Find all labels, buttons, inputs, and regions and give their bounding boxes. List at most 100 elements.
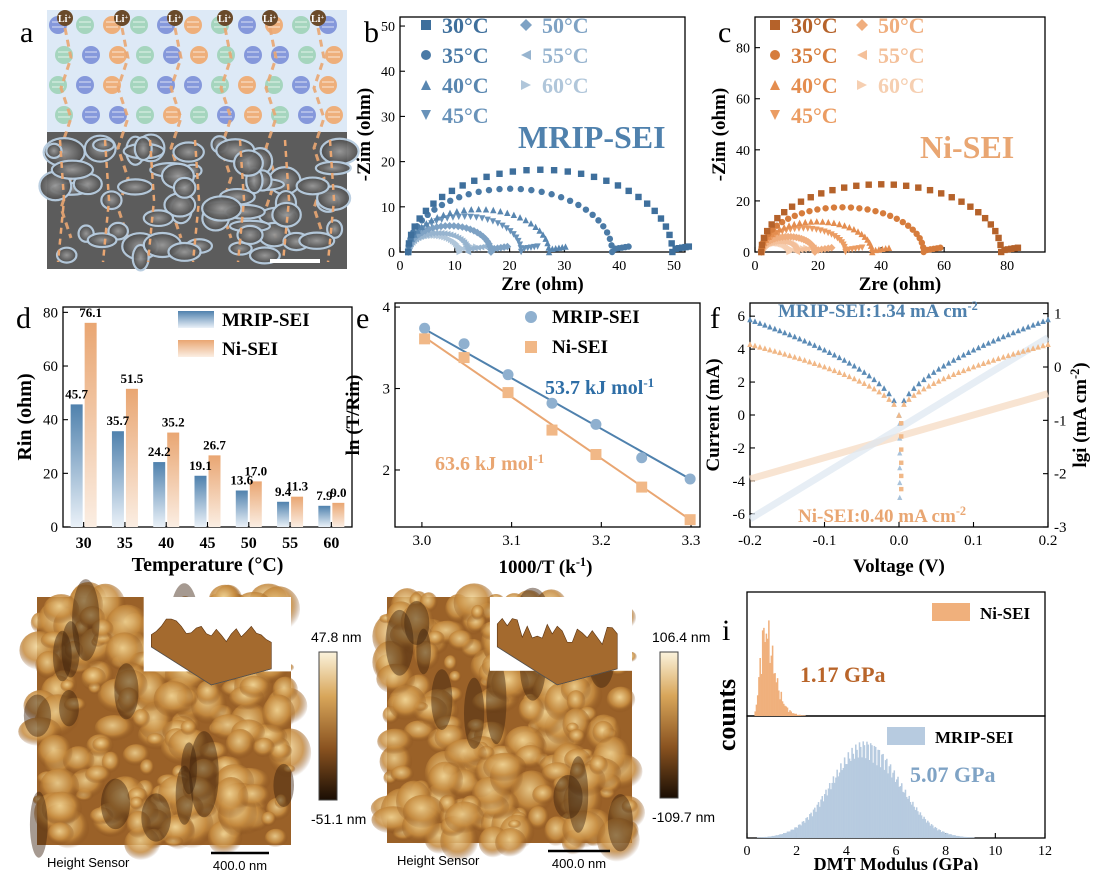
y-axis-label: -Zim (ohm) xyxy=(354,88,375,181)
data-point xyxy=(679,244,686,251)
panel-label-c: c xyxy=(718,16,731,49)
data-point xyxy=(682,243,689,251)
legend-swatch-ni xyxy=(932,603,970,621)
bar-value-label: 9.0 xyxy=(330,485,346,500)
tem-grain xyxy=(201,195,243,222)
data-point xyxy=(940,375,947,382)
afm-grain xyxy=(40,631,69,650)
data-point xyxy=(483,237,492,246)
hist-bar-mrip xyxy=(884,760,887,838)
x-tick-label: 35 xyxy=(117,535,133,552)
data-point xyxy=(459,245,467,252)
grain-boundary-path xyxy=(56,139,66,263)
data-point xyxy=(955,369,962,376)
data-point xyxy=(1040,342,1046,349)
plot-frame xyxy=(394,302,701,528)
data-point xyxy=(826,349,833,355)
li-ion xyxy=(114,10,130,26)
ion-sphere xyxy=(271,106,289,124)
hist-bar-mrip xyxy=(893,770,896,838)
hist-bar-mrip xyxy=(868,759,871,838)
hist-bar-mrip xyxy=(955,835,958,838)
hist-bar-mrip xyxy=(878,749,881,838)
legend-label: 40°C xyxy=(791,73,838,98)
data-point xyxy=(411,223,418,230)
hist-bar-mrip xyxy=(848,758,851,838)
hist-bar-mrip xyxy=(928,822,930,838)
bar-value-label: 9.4 xyxy=(275,484,292,499)
afm-grain xyxy=(426,630,445,646)
data-point xyxy=(666,231,673,239)
hist-bar-mrip xyxy=(831,782,833,838)
afm-grain xyxy=(621,799,638,814)
data-point xyxy=(788,203,796,210)
data-point xyxy=(842,248,849,256)
data-point xyxy=(791,225,798,233)
ion-sphere xyxy=(109,106,127,124)
hist-bar-mrip xyxy=(969,837,971,838)
hist-bar-mrip xyxy=(869,743,872,838)
data-point xyxy=(1000,353,1007,360)
series-30°C xyxy=(758,181,1022,256)
afm-valley xyxy=(607,794,633,852)
hist-bar-mrip xyxy=(956,835,959,838)
data-point xyxy=(539,231,547,238)
panel-f-tafel: -0.2 -0.1 0.0 0.1 0.2 -6 -4 -2 0 2 4 6 -3 -2 -1 0 1 Volta… xyxy=(703,299,1091,577)
legend-marker xyxy=(770,110,780,120)
data-point xyxy=(590,173,598,181)
panel-i-dmt-histogram: 0 2 4 6 8 10 12 Ni-SEI MRIP-SEI 1.17 GPa 5.07 GPa D… xyxy=(712,591,1052,875)
hist-bar-ni xyxy=(800,715,802,716)
li-ion-label: Li+ xyxy=(311,14,324,26)
afm-grain xyxy=(94,714,135,742)
li-ion-path xyxy=(59,27,73,239)
data-point xyxy=(800,246,807,253)
data-point xyxy=(471,245,478,252)
legend-label: Ni-SEI xyxy=(222,339,278,360)
afm-grain xyxy=(518,695,545,725)
ion-sphere xyxy=(217,106,235,124)
li-ion-path xyxy=(264,27,278,239)
tem-grain xyxy=(167,241,202,262)
hist-bar-mrip xyxy=(836,769,838,838)
data-point xyxy=(752,318,758,325)
x-tick-label: 60 xyxy=(323,535,339,552)
data-point xyxy=(405,240,413,247)
bar-value-label: 26.7 xyxy=(203,437,226,452)
data-point xyxy=(768,226,776,233)
y-tick-label: 20 xyxy=(43,466,58,482)
bar-ni-sei xyxy=(208,455,221,527)
afm-grain xyxy=(91,619,114,639)
hist-bar-mrip xyxy=(960,836,963,838)
x-tick-label: 3.0 xyxy=(413,533,432,549)
data-point xyxy=(1045,316,1051,323)
data-point xyxy=(935,377,942,384)
data-point xyxy=(662,223,670,230)
data-point xyxy=(546,397,558,409)
data-point xyxy=(534,243,541,250)
panel-label-e: e xyxy=(356,302,369,335)
hist-bar-mrip xyxy=(863,745,866,838)
data-point xyxy=(899,218,906,226)
hist-bar-mrip xyxy=(873,745,876,838)
data-point xyxy=(600,223,607,230)
afm-grain xyxy=(85,765,111,784)
hist-bar-mrip xyxy=(791,829,794,838)
x-axis-label: 1000/T (k-1) xyxy=(499,555,593,578)
tem-grain xyxy=(86,232,118,249)
data-point xyxy=(481,243,488,250)
hist-bar-mrip xyxy=(817,802,820,838)
afm-grain xyxy=(589,755,608,776)
data-point xyxy=(847,204,855,211)
panel-h-afm-height: 106.4 nm -109.7 nm Height Sensor 400.0 nm xyxy=(370,583,715,871)
hist-bar-mrip xyxy=(833,782,836,838)
y2-tick-label: -2 xyxy=(1054,467,1067,483)
hist-bar-ni xyxy=(796,714,799,716)
hist-bar-ni xyxy=(774,673,776,716)
grain-boundary-path xyxy=(281,139,291,263)
data-point xyxy=(938,190,945,197)
hist-bar-mrip xyxy=(940,832,943,838)
hist-bar-mrip xyxy=(769,836,771,838)
data-point xyxy=(798,210,806,217)
legend-marker xyxy=(770,50,780,60)
legend-label: 60°C xyxy=(542,73,589,98)
